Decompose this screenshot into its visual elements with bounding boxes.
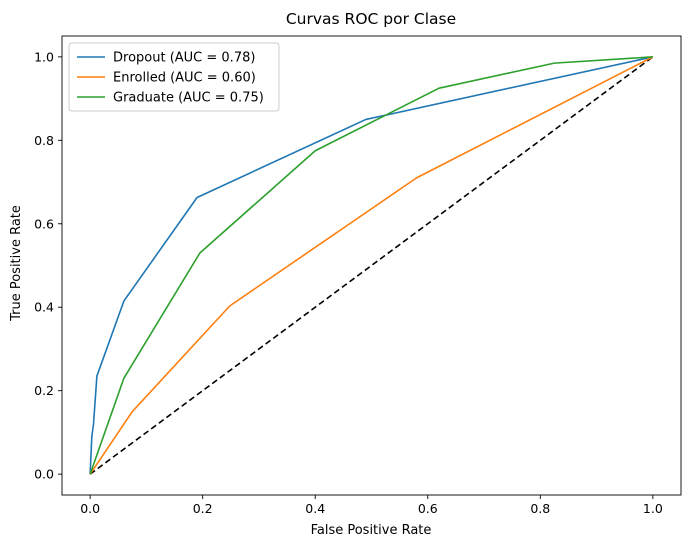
x-axis-label: False Positive Rate [311,523,432,538]
plot-frame [61,35,682,496]
legend: Dropout (AUC = 0.78) Enrolled (AUC = 0.60… [68,42,280,112]
reference-diagonal-line [89,56,654,475]
series-line-graduate [89,56,653,475]
legend-entry-label: Dropout (AUC = 0.78) [113,51,255,66]
y-tick-label: 0.6 [34,216,54,231]
y-tick-label: 0.8 [34,133,54,148]
x-tick-label: 0.2 [193,501,213,516]
y-tick-label: 0.4 [34,300,54,315]
y-axis-label: True Positive Rate [9,205,24,322]
legend-box [68,42,280,112]
legend-entry-label: Graduate (AUC = 0.75) [113,91,264,106]
x-tick-label: 0.6 [418,501,438,516]
series-line-enrolled [89,56,654,475]
y-tick-label: 1.0 [34,49,54,64]
x-tick-label: 0.4 [305,501,325,516]
plot-area: 0.0 0.2 0.4 0.6 0.8 1.0 0.0 0.2 0.4 0.6 0.8 1.0 Drop… [34,35,682,516]
y-tick-label: 0.0 [34,467,54,482]
chart-title: Curvas ROC por Clase [286,10,456,28]
x-tick-label: 1.0 [643,501,663,516]
series-line-dropout [89,56,654,475]
x-tick-label: 0.8 [530,501,550,516]
legend-entry-label: Enrolled (AUC = 0.60) [113,71,256,86]
y-tick-label: 0.2 [34,383,54,398]
x-tick-label: 0.0 [80,501,100,516]
